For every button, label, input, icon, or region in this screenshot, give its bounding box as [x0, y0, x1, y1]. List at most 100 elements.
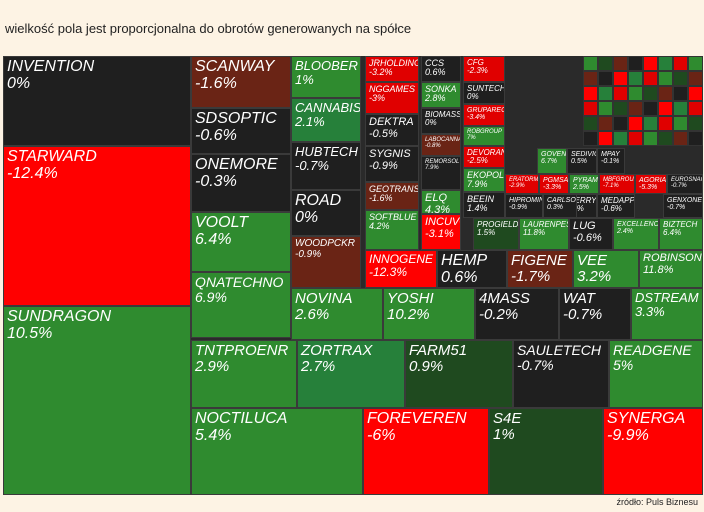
tile-name: CCS [425, 58, 445, 68]
treemap-tile: PGMSA -3.3% [539, 174, 569, 194]
tile-name: MPAY [601, 151, 620, 158]
mosaic-cell [688, 71, 703, 86]
treemap-tile: LABOCANNA -0.8% [421, 134, 461, 156]
tile-change: 0% [295, 208, 319, 226]
tile-change: -9.9% [607, 426, 649, 444]
tile-name: ZORTRAX [301, 342, 373, 359]
tile-change: 2.7% [301, 357, 336, 375]
tile-change: -0.5% [369, 127, 398, 140]
mosaic-cell [598, 86, 613, 101]
treemap-tile: INNOGENE -12.3% [365, 250, 437, 288]
tile-name: TNTPROENR [195, 342, 289, 359]
treemap-tile: EKOPOL 7.9% [463, 168, 505, 192]
mosaic-cell [658, 101, 673, 116]
treemap-tile: VOOLT 6.4% [191, 212, 291, 272]
mosaic-cell [628, 101, 643, 116]
mosaic-cell [613, 56, 628, 71]
tile-name: GENXONE [667, 197, 703, 204]
tile-change: 0.6% [425, 67, 446, 78]
treemap-tile: GEOTRANS -1.6% [365, 182, 419, 210]
treemap-tile: PYRAMID2.5% [569, 174, 599, 194]
tile-change: 0% [467, 92, 479, 102]
mosaic-cell [583, 131, 598, 146]
mosaic-cell [673, 131, 688, 146]
tile-name: CFG [467, 58, 484, 67]
tile-change: 2.4% [617, 228, 633, 236]
tile-name: ROAD [295, 192, 342, 209]
treemap-tile: CARLSON0.3% [543, 194, 577, 218]
tile-change: -3.4% [467, 114, 486, 122]
tile-name: MEDAPP [601, 196, 635, 205]
treemap-tile: DEKTRA -0.5% [365, 114, 419, 146]
treemap-tile: JRHOLDING -3.2% [365, 56, 419, 82]
mosaic-cell [583, 56, 598, 71]
tile-change: 1% [493, 425, 515, 443]
treemap-tile: LAURENPES 11.8% [519, 218, 569, 250]
tile-name: FARM51 [409, 342, 468, 359]
mosaic-cell [628, 71, 643, 86]
treemap-tile: WOODPCKR -0.9% [291, 236, 361, 288]
tile-change: -0.9% [509, 204, 528, 212]
tile-name: LUG [573, 220, 596, 232]
treemap-tile: DEVORAN -2.5% [463, 146, 505, 168]
tile-change: 4.2% [369, 221, 390, 232]
source-note: źródło: Puls Biznesu [616, 497, 698, 507]
tile-change: -0.6% [195, 126, 237, 144]
treemap-tile: GRUPAREC -3.4% [463, 104, 505, 126]
small-tiles-mosaic [583, 56, 703, 156]
treemap-tile: ROBGROUP 7% [463, 126, 505, 146]
treemap-tile: SUNTECH 0% [463, 82, 505, 104]
tile-change: -1.6% [369, 193, 393, 204]
tile-name: DEKTRA [369, 116, 414, 128]
mosaic-cell [673, 56, 688, 71]
tile-change: 10.2% [387, 305, 430, 323]
treemap-tile: BLOOBER 1% [291, 56, 361, 98]
chart-title: wielkość pola jest proporcjonalna do obr… [5, 21, 412, 36]
treemap-tile: YOSHI 10.2% [383, 288, 475, 340]
treemap-tile: QNATECHNO 6.9% [191, 272, 291, 338]
mosaic-cell [613, 131, 628, 146]
tile-change: 2.5% [573, 184, 589, 192]
mosaic-cell [643, 101, 658, 116]
treemap-tile: NGGAMES -3% [365, 82, 419, 114]
treemap-tile: READGENE 5% [609, 340, 703, 408]
tile-change: -2.9% [509, 183, 525, 190]
tile-change: -2.3% [467, 66, 488, 76]
tile-change: 4.3% [425, 203, 451, 214]
treemap-tile: ERATORMU-2.9% [505, 174, 539, 194]
mosaic-cell [598, 56, 613, 71]
tile-name: HEMP [441, 252, 488, 269]
mosaic-cell [688, 56, 703, 71]
treemap-tile: GOVENA6.7% [537, 148, 567, 174]
mosaic-cell [643, 131, 658, 146]
tile-name: ELQ [425, 192, 448, 204]
treemap-tile: HEMP 0.6% [437, 250, 507, 288]
tile-name: READGENE [613, 342, 692, 358]
treemap-tile: TNTPROENR 2.9% [191, 340, 297, 408]
mosaic-cell [613, 101, 628, 116]
tile-name: SEDIVIO [571, 151, 597, 158]
tile-change: -0.1% [601, 158, 620, 166]
tile-name: S4E [493, 410, 522, 427]
tile-name: STARWARD [7, 148, 97, 165]
tile-change: 5% [613, 356, 634, 373]
tile-name: BIZTECH [663, 220, 698, 229]
tile-change: 0.5% [571, 158, 587, 166]
mosaic-cell [598, 101, 613, 116]
tile-change: -0.9% [369, 159, 398, 172]
tile-change: 1% [295, 71, 314, 87]
tile-name: WAT [563, 290, 595, 307]
mosaic-cell [643, 71, 658, 86]
mosaic-cell [628, 131, 643, 146]
tile-change: -3.3% [543, 184, 562, 192]
tile-change: -0.7% [517, 356, 554, 373]
tile-change: -0.7% [667, 204, 686, 212]
tile-change: -3.1% [425, 227, 454, 240]
treemap-tile: SDSOPTIC -0.6% [191, 108, 291, 154]
mosaic-cell [658, 71, 673, 86]
tile-change: 0.3% [547, 204, 563, 212]
treemap-tile: BIZTECH 6.4% [659, 218, 703, 250]
tile-change: 7% [467, 135, 476, 142]
mosaic-cell [628, 56, 643, 71]
tile-change: 3.2% [577, 267, 612, 285]
